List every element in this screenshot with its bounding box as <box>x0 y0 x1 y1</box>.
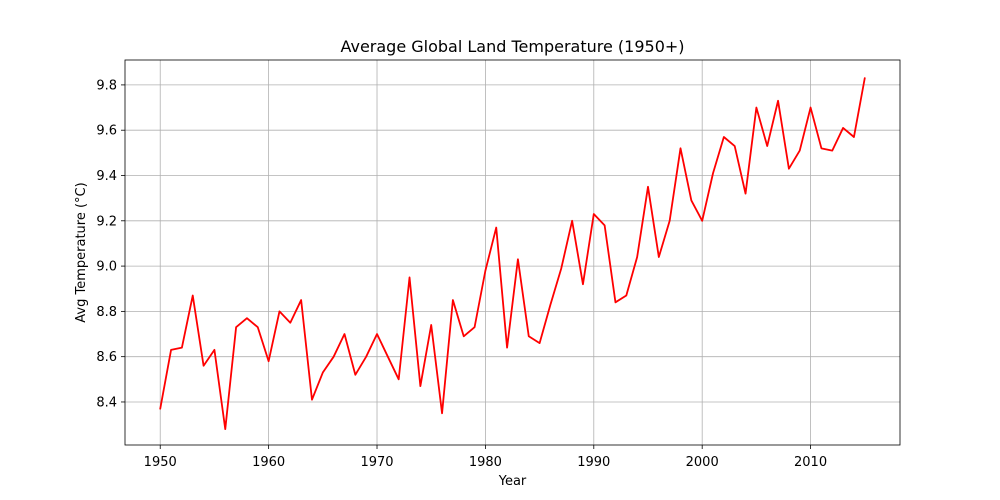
x-tick-label: 2000 <box>686 455 719 470</box>
y-tick-label: 8.4 <box>96 395 117 410</box>
y-tick-label: 9.4 <box>96 169 117 184</box>
y-tick-label: 8.8 <box>96 305 117 320</box>
x-axis-label: Year <box>498 474 527 489</box>
chart-title: Average Global Land Temperature (1950+) <box>340 37 684 56</box>
x-tick-label: 1980 <box>469 455 502 470</box>
x-tick-label: 1990 <box>577 455 610 470</box>
x-tick-label: 1960 <box>252 455 285 470</box>
x-tick-label: 1950 <box>144 455 177 470</box>
series-line <box>159 77 866 431</box>
y-axis-label: Avg Temperature (°C) <box>74 182 89 322</box>
x-tick-label: 1970 <box>360 455 393 470</box>
y-tick-label: 9.2 <box>96 214 117 229</box>
y-tick-label: 9.0 <box>96 260 117 275</box>
y-tick-label: 8.6 <box>96 350 117 365</box>
plot-area-frame <box>124 59 901 446</box>
ticks-layer: 1950 1960 1970 1980 1990 2000 2010 8.4 8.6 8.8 9.0… <box>96 78 827 470</box>
series-layer <box>159 77 866 431</box>
grid-layer <box>125 60 900 445</box>
y-tick-label: 9.8 <box>96 78 117 93</box>
y-tick-label: 9.6 <box>96 124 117 139</box>
x-tick-label: 2010 <box>794 455 827 470</box>
